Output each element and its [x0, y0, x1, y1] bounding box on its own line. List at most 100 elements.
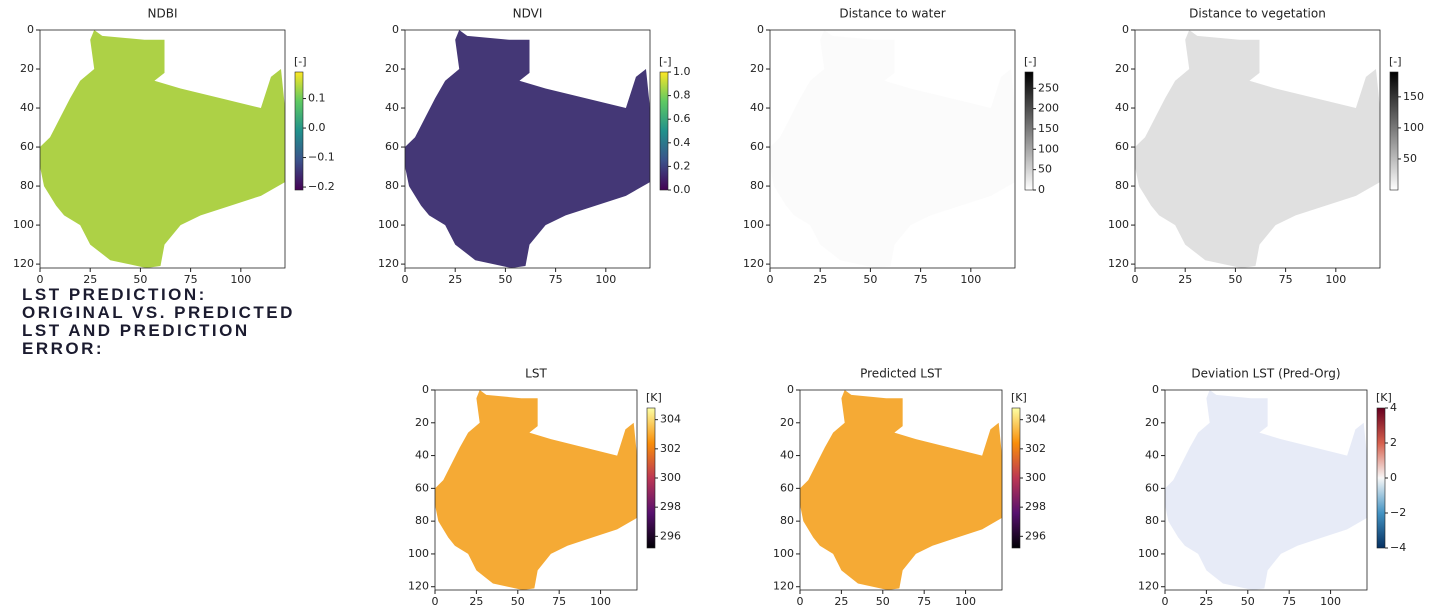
y-tick-label: 100 — [408, 547, 429, 560]
axes-frame — [404, 29, 651, 269]
x-tick-label: 50 — [498, 273, 512, 286]
y-tick-label: 0 — [787, 383, 794, 396]
y-tick-label: 60 — [415, 481, 429, 494]
panel-title: NDBI — [148, 7, 178, 21]
colorbar-tick-label: 1.0 — [673, 65, 691, 78]
colorbar-tick-label: 302 — [660, 442, 681, 455]
colorbar — [1389, 71, 1399, 191]
map-area — [1165, 390, 1367, 590]
y-tick-label: 60 — [1115, 140, 1129, 153]
y-tick-label: 120 — [408, 580, 429, 593]
y-tick-label: 60 — [780, 481, 794, 494]
colorbar-tick-label: 2 — [1390, 436, 1397, 449]
colorbar — [1024, 71, 1034, 191]
y-tick-label: 0 — [422, 383, 429, 396]
x-tick-label: 75 — [549, 273, 563, 286]
colorbar-tick-label: 0 — [1390, 471, 1397, 484]
caption-line: ORIGINAL VS. PREDICTED — [22, 303, 295, 322]
x-tick-label: 100 — [955, 595, 976, 608]
panel-title: Deviation LST (Pred-Org) — [1191, 367, 1340, 381]
y-tick-label: 20 — [750, 62, 764, 75]
x-tick-label: 75 — [914, 273, 928, 286]
y-tick-label: 20 — [1115, 62, 1129, 75]
y-tick-label: 20 — [1145, 416, 1159, 429]
y-tick-label: 100 — [773, 547, 794, 560]
colorbar-tick-label: 50 — [1403, 152, 1417, 165]
panel-title: LST — [525, 367, 547, 381]
y-tick-label: 20 — [780, 416, 794, 429]
colorbar-tick-label: 298 — [660, 500, 681, 513]
colorbar-tick-label: 4 — [1390, 401, 1397, 414]
y-tick-label: 0 — [757, 23, 764, 36]
x-tick-label: 0 — [37, 273, 44, 286]
y-tick-label: 120 — [13, 257, 34, 270]
y-tick-label: 80 — [750, 179, 764, 192]
colorbar-label: [K] — [1011, 391, 1027, 404]
y-tick-label: 120 — [378, 257, 399, 270]
map-area — [800, 390, 1002, 590]
x-tick-label: 100 — [960, 273, 981, 286]
x-tick-label: 0 — [1162, 595, 1169, 608]
y-tick-label: 100 — [378, 218, 399, 231]
caption-line: LST PREDICTION: — [22, 285, 207, 304]
y-tick-label: 40 — [1115, 101, 1129, 114]
caption-line: ERROR: — [22, 339, 104, 358]
y-tick-label: 80 — [20, 179, 34, 192]
x-tick-label: 75 — [1282, 595, 1296, 608]
colorbar-tick-label: 300 — [660, 471, 681, 484]
y-tick-label: 40 — [415, 449, 429, 462]
colorbar-tick-label: 100 — [1038, 142, 1059, 155]
colorbar — [646, 407, 656, 549]
colorbar-tick-label: 296 — [1025, 529, 1046, 542]
colorbar-tick-label: 0.1 — [308, 92, 326, 105]
colorbar — [659, 71, 669, 191]
y-tick-label: 20 — [385, 62, 399, 75]
colorbar-tick-label: 0.0 — [308, 121, 326, 134]
y-tick-label: 80 — [385, 179, 399, 192]
panel-title: Distance to water — [839, 7, 945, 21]
y-tick-label: 80 — [1115, 179, 1129, 192]
x-tick-label: 25 — [469, 595, 483, 608]
colorbar-tick-label: 296 — [660, 529, 681, 542]
y-tick-label: 40 — [385, 101, 399, 114]
colorbar-tick-label: 50 — [1038, 163, 1052, 176]
y-tick-label: 0 — [27, 23, 34, 36]
y-tick-label: 20 — [20, 62, 34, 75]
colorbar-label: [-] — [294, 55, 307, 68]
y-tick-label: 120 — [1138, 580, 1159, 593]
colorbar — [294, 71, 304, 191]
colorbar — [1376, 407, 1386, 549]
map-area — [40, 30, 285, 268]
colorbar-tick-label: 0.0 — [673, 183, 691, 196]
y-tick-label: 100 — [1138, 547, 1159, 560]
x-tick-label: 0 — [432, 595, 439, 608]
x-tick-label: 75 — [552, 595, 566, 608]
colorbar-tick-label: −0.2 — [308, 180, 335, 193]
x-tick-label: 75 — [184, 273, 198, 286]
y-tick-label: 80 — [780, 514, 794, 527]
colorbar-tick-label: 150 — [1038, 122, 1059, 135]
x-tick-label: 50 — [1228, 273, 1242, 286]
colorbar-tick-label: −4 — [1390, 541, 1406, 554]
x-tick-label: 100 — [595, 273, 616, 286]
map-area — [1135, 30, 1380, 268]
y-tick-label: 60 — [750, 140, 764, 153]
colorbar-tick-label: 0.4 — [673, 136, 691, 149]
y-tick-label: 80 — [415, 514, 429, 527]
x-tick-label: 0 — [1132, 273, 1139, 286]
x-tick-label: 50 — [511, 595, 525, 608]
x-tick-label: 50 — [863, 273, 877, 286]
y-tick-label: 0 — [392, 23, 399, 36]
colorbar-tick-label: 302 — [1025, 442, 1046, 455]
map-area — [770, 30, 1015, 268]
colorbar-tick-label: 300 — [1025, 471, 1046, 484]
axes-frame — [39, 29, 286, 269]
x-tick-label: 100 — [590, 595, 611, 608]
colorbar-tick-label: 0 — [1038, 183, 1045, 196]
axes-frame — [769, 29, 1016, 269]
x-tick-label: 25 — [83, 273, 97, 286]
colorbar-label: [-] — [659, 55, 672, 68]
axes-frame — [434, 389, 638, 591]
colorbar-tick-label: 304 — [660, 413, 681, 426]
axes-frame — [1164, 389, 1368, 591]
